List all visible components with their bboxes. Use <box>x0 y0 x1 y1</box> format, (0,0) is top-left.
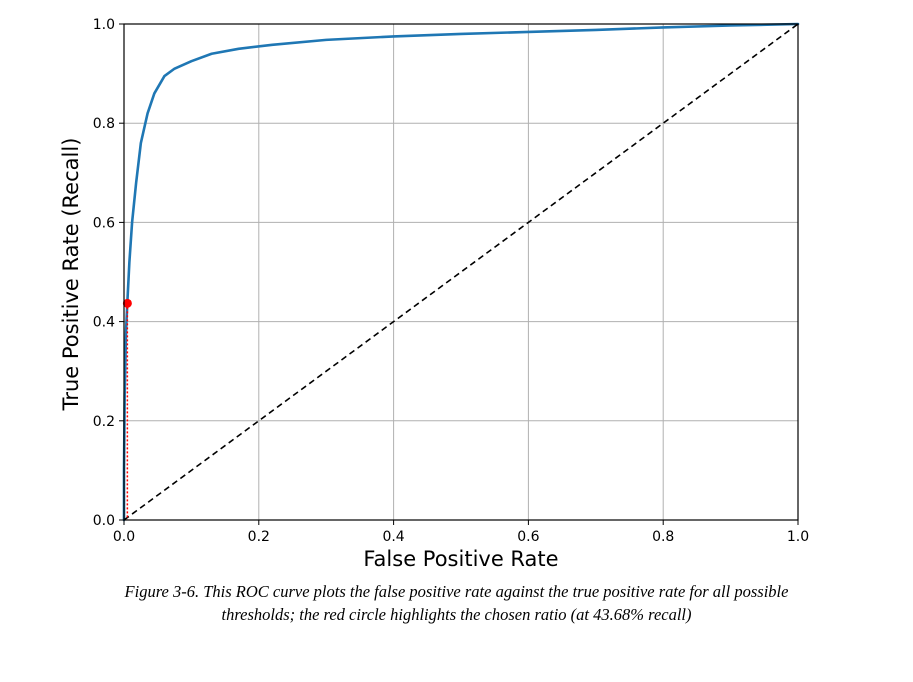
series-layer <box>122 22 800 522</box>
x-tick-label: 0.6 <box>517 529 539 545</box>
y-tick-label: 0.6 <box>93 215 115 231</box>
y-tick-label: 0.2 <box>93 414 115 430</box>
tick-layer: 0.0 0.2 0.4 0.6 0.8 1.0 0.0 0.2 0.4 0.6 0.8 1.0 <box>93 17 809 545</box>
y-tick-label: 0.0 <box>93 513 115 529</box>
x-tick-label: 0.4 <box>382 529 404 545</box>
highlight-point <box>122 298 132 308</box>
x-axis-title: False Positive Rate <box>363 547 558 571</box>
random-classifier-line <box>123 23 799 521</box>
y-tick-label: 1.0 <box>93 17 115 33</box>
x-tick-label: 0.8 <box>652 529 674 545</box>
x-tick-label: 0.0 <box>113 529 135 545</box>
y-axis-title: True Positive Rate (Recall) <box>59 138 83 412</box>
caption-line-1: Figure 3-6. This ROC curve plots the fal… <box>124 582 789 601</box>
roc-chart: 0.0 0.2 0.4 0.6 0.8 1.0 0.0 0.2 0.4 0.6 0.8 1.0 Fal… <box>59 17 809 571</box>
figure-caption: Figure 3-6. This ROC curve plots the fal… <box>0 580 913 626</box>
y-tick-label: 0.8 <box>93 116 115 132</box>
plot-frame <box>123 23 799 521</box>
y-tick-label: 0.4 <box>93 315 115 331</box>
caption-line-2: thresholds; the red circle highlights th… <box>221 605 692 624</box>
x-tick-label: 1.0 <box>787 529 809 545</box>
grid-lines <box>124 24 798 520</box>
x-tick-label: 0.2 <box>248 529 270 545</box>
